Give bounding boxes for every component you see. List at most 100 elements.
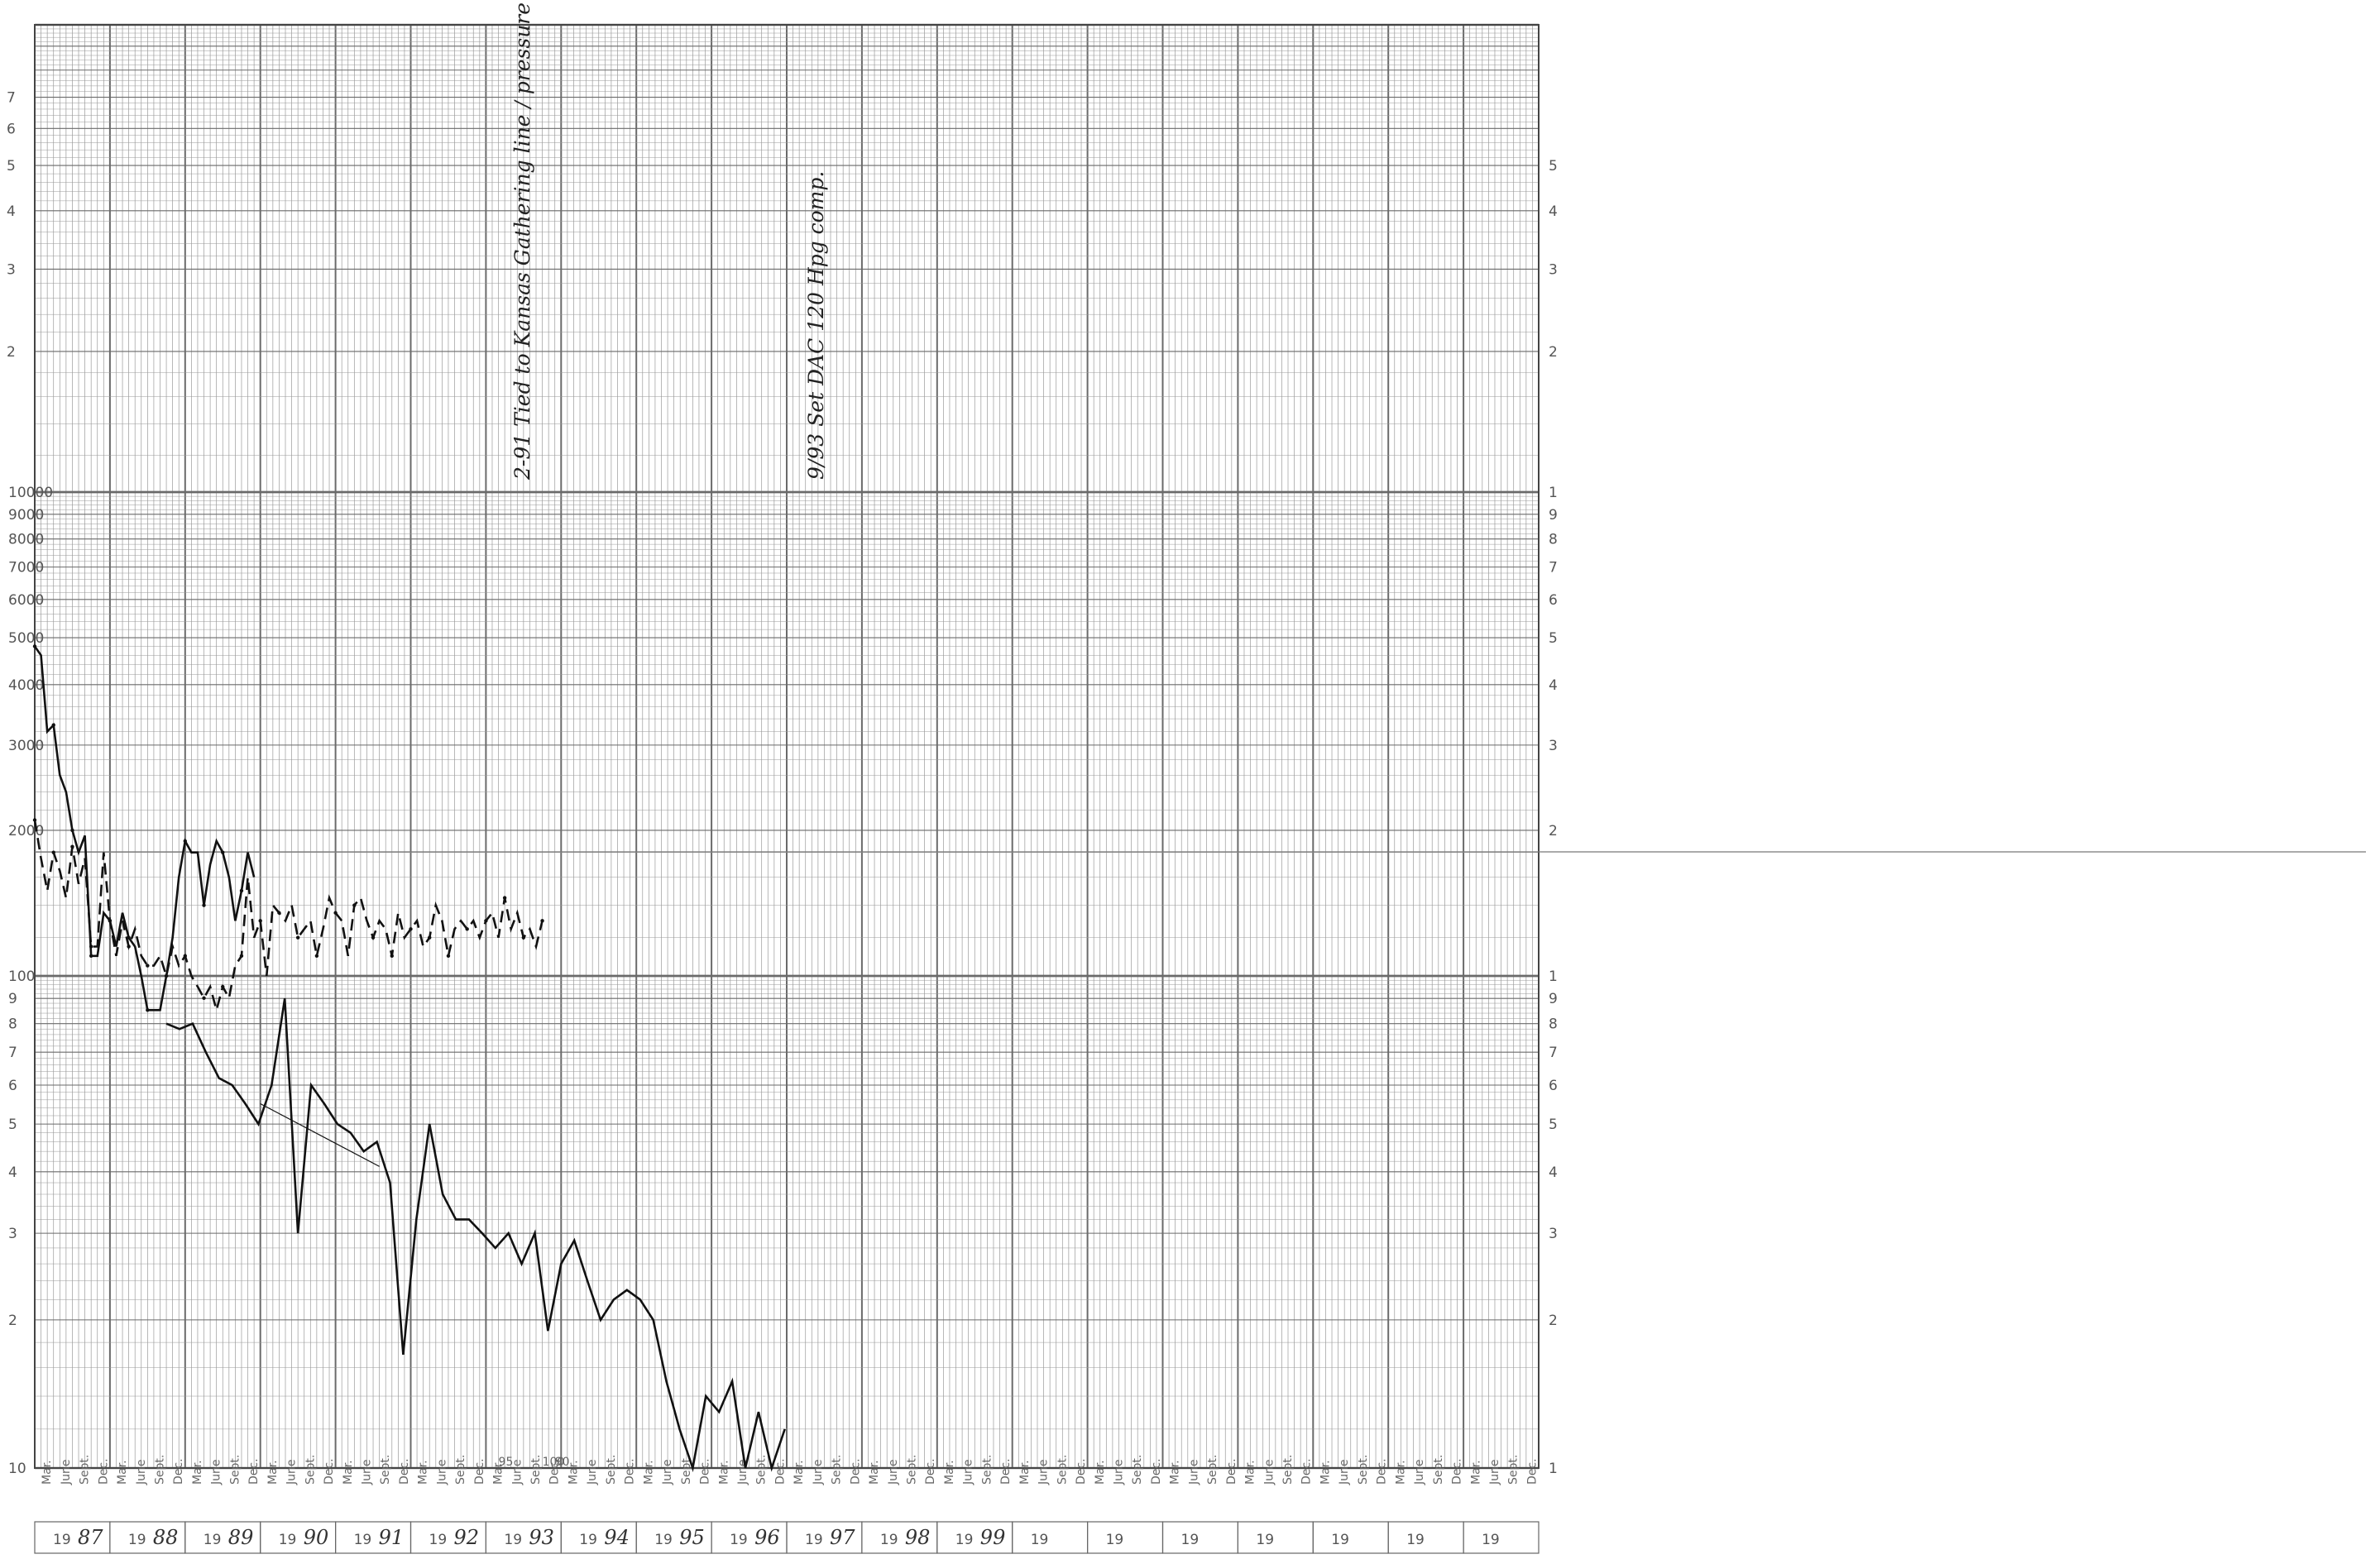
month-label: June xyxy=(661,1460,674,1486)
month-label: Mar. xyxy=(717,1460,730,1485)
y-tick-label-right: 7 xyxy=(1549,560,1558,576)
month-label: Mar. xyxy=(266,1460,280,1485)
month-label: Sept. xyxy=(1357,1455,1370,1485)
month-label: Dec. xyxy=(473,1458,486,1485)
month-label: Sept. xyxy=(154,1455,167,1485)
month-label: Mar. xyxy=(492,1460,505,1485)
series-dashed-point xyxy=(314,954,319,958)
month-label: Mar. xyxy=(1018,1460,1032,1485)
annotations: 2-91 Tied to Kansas Gathering line / pre… xyxy=(499,0,828,1469)
year-prefix: 19 xyxy=(1181,1532,1200,1548)
series-solid-lower xyxy=(165,998,786,1473)
month-label: June xyxy=(812,1460,825,1486)
y-tick-label: 2 xyxy=(7,344,16,361)
data-label: 90 xyxy=(555,1456,570,1469)
month-label: Mar. xyxy=(1094,1460,1107,1485)
y-tick-label: 3 xyxy=(8,1226,17,1242)
year-prefix: 19 xyxy=(805,1532,823,1548)
y-tick-label-right: 3 xyxy=(1549,738,1558,754)
month-label: June xyxy=(1338,1460,1351,1486)
year-box xyxy=(1086,1521,1164,1554)
month-label: Dec. xyxy=(1225,1458,1238,1485)
y-tick-label: 10000 xyxy=(8,485,53,501)
year-label: 90 xyxy=(304,1526,329,1549)
y-tick-label: 5 xyxy=(8,1117,17,1133)
month-label: Mar. xyxy=(567,1460,580,1485)
y-tick-label: 9 xyxy=(8,991,17,1007)
series-dashed-point xyxy=(32,818,37,822)
y-tick-label: 8000 xyxy=(8,532,44,548)
y-tick-label-right: 1 xyxy=(1549,485,1558,501)
month-label: Sept. xyxy=(680,1455,693,1485)
month-label: Dec. xyxy=(624,1458,637,1485)
month-label: Dec. xyxy=(247,1458,261,1485)
y-tick-label: 6000 xyxy=(8,592,44,609)
month-label: Sept. xyxy=(1432,1455,1445,1485)
y-tick-label: 2 xyxy=(8,1313,17,1329)
month-label: Mar. xyxy=(1169,1460,1182,1485)
year-prefix: 19 xyxy=(53,1532,71,1548)
series-dashed-point xyxy=(202,996,206,1000)
year-label: 91 xyxy=(379,1526,405,1549)
year-prefix: 19 xyxy=(504,1532,522,1548)
year-label: 97 xyxy=(830,1526,855,1549)
series-dashed-point xyxy=(428,935,432,940)
month-label: Mar. xyxy=(1319,1460,1332,1485)
month-label: June xyxy=(435,1460,448,1486)
year-prefix: 19 xyxy=(1031,1532,1049,1548)
series-dashed-point xyxy=(183,954,187,958)
year-prefix: 19 xyxy=(654,1532,673,1548)
series-solid-point xyxy=(32,644,37,648)
y-tick-label-right: 1 xyxy=(1549,1461,1558,1477)
month-label: Mar. xyxy=(417,1460,430,1485)
year-box xyxy=(1161,1521,1239,1554)
month-label: Dec. xyxy=(323,1458,336,1485)
y-tick-label: 4000 xyxy=(8,677,44,694)
y-tick-label-right: 1 xyxy=(1549,968,1558,985)
month-label: Sept. xyxy=(605,1455,618,1485)
month-label: Dec. xyxy=(398,1458,411,1485)
month-label: Sept. xyxy=(755,1455,769,1485)
series-dashed-point xyxy=(521,935,526,940)
month-label: June xyxy=(1037,1460,1051,1486)
y-tick-label-right: 4 xyxy=(1549,677,1558,694)
month-label: June xyxy=(210,1460,223,1486)
month-label: Sept. xyxy=(304,1455,317,1485)
series-dashed-point xyxy=(502,896,507,900)
series-solid-point xyxy=(89,954,93,958)
y-tick-label: 7 xyxy=(8,1045,17,1061)
series-solid-point xyxy=(239,888,244,893)
series-dashed-point xyxy=(89,944,93,949)
series-solid xyxy=(33,645,256,1011)
month-label: Sept. xyxy=(1281,1455,1295,1485)
month-label: Mar. xyxy=(116,1460,129,1485)
y-tick-label: 4 xyxy=(8,1164,17,1181)
y-tick-label: 6 xyxy=(7,121,16,137)
y-tick-label-right: 6 xyxy=(1549,592,1558,609)
month-label: Mar. xyxy=(1469,1460,1482,1485)
month-label: June xyxy=(1413,1460,1426,1486)
year-box xyxy=(1237,1521,1314,1554)
month-label: Sept. xyxy=(906,1455,919,1485)
year-prefix: 19 xyxy=(204,1532,222,1548)
month-label: Dec. xyxy=(1075,1458,1088,1485)
year-prefix: 19 xyxy=(354,1532,372,1548)
series-dashed-point xyxy=(371,935,376,940)
year-label: 89 xyxy=(228,1526,254,1549)
month-label: Dec. xyxy=(849,1458,862,1485)
month-label: Sept. xyxy=(228,1455,242,1485)
y-tick-label-right: 9 xyxy=(1549,991,1558,1007)
y-tick-label: 3000 xyxy=(8,738,44,754)
month-label: June xyxy=(887,1460,900,1486)
month-label: Mar. xyxy=(1394,1460,1407,1485)
series-dashed-point xyxy=(70,844,74,849)
series-dashed-point xyxy=(277,911,281,915)
year-prefix: 19 xyxy=(730,1532,748,1548)
series-dashed-point xyxy=(51,850,55,854)
month-label: June xyxy=(1488,1460,1501,1486)
month-label: Mar. xyxy=(868,1460,881,1485)
series-solid-point xyxy=(146,1008,150,1012)
month-label: Sept. xyxy=(529,1455,543,1485)
month-label: June xyxy=(285,1460,299,1486)
